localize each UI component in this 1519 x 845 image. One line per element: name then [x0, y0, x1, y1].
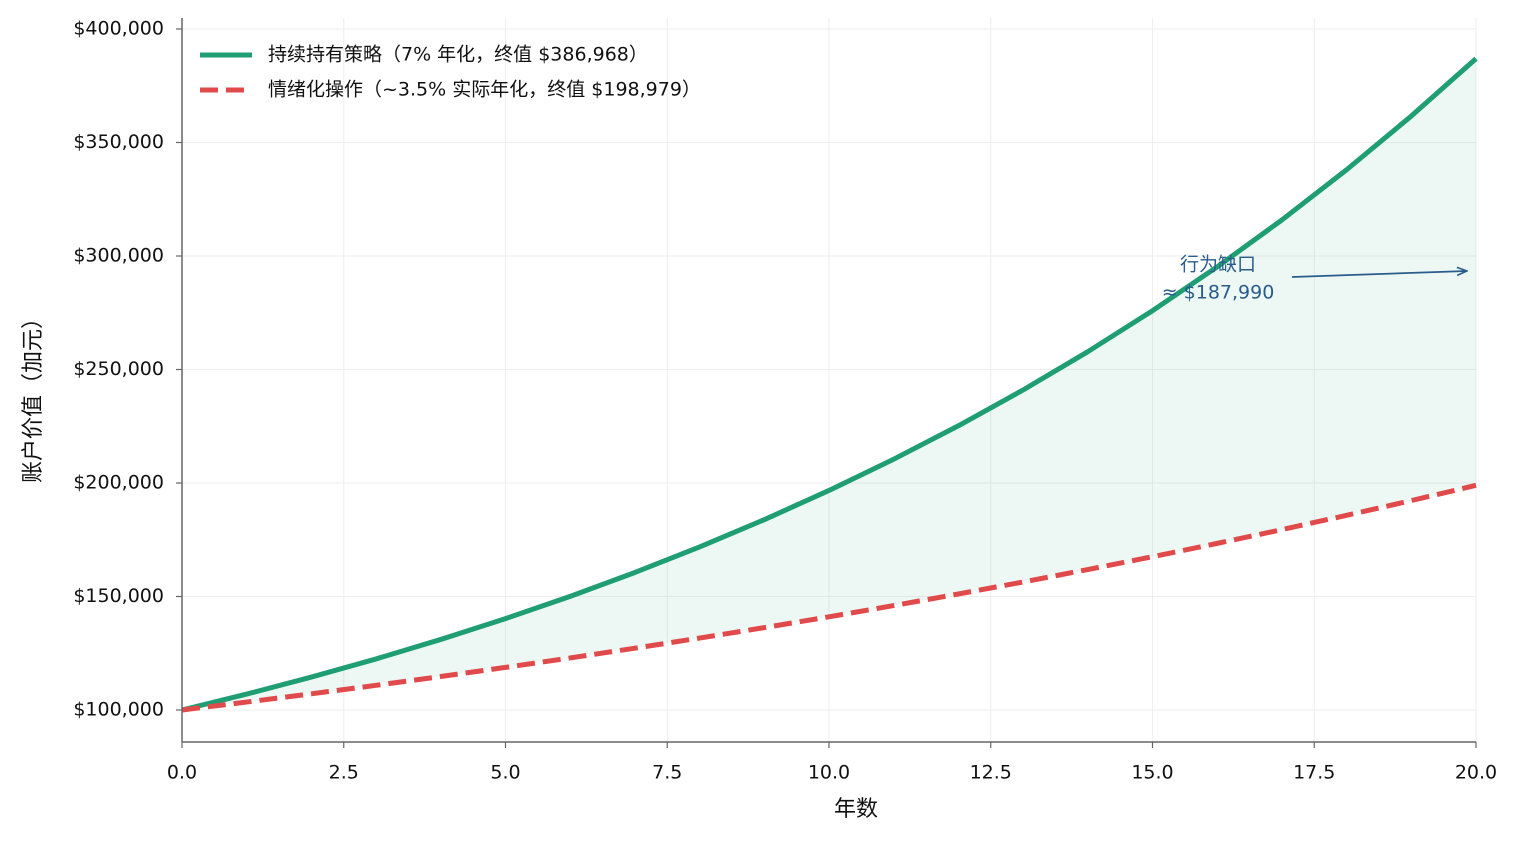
y-tick-label: $200,000 [73, 471, 164, 493]
annotation-text: ≈ $187,990 [1162, 282, 1275, 304]
x-tick-label: 0.0 [167, 762, 197, 784]
legend-label: 情绪化操作（~3.5% 实际年化，终值 $198,979） [268, 79, 701, 101]
x-tick-label: 10.0 [808, 762, 850, 784]
y-tick-label: $250,000 [73, 358, 164, 380]
annotation-text: 行为缺口 [1180, 254, 1256, 276]
x-axis-label: 年数 [834, 797, 878, 822]
y-tick-label: $150,000 [73, 585, 164, 607]
line-series [181, 56, 1478, 713]
x-tick-label: 20.0 [1455, 762, 1497, 784]
x-tick-label: 12.5 [970, 762, 1012, 784]
y-tick-label: $350,000 [73, 131, 164, 153]
x-tick-label: 5.0 [490, 762, 520, 784]
x-tick-label: 15.0 [1131, 762, 1173, 784]
y-tick-label: $400,000 [73, 18, 164, 40]
annotation-arrow [1291, 271, 1467, 278]
y-tick-label: $300,000 [73, 245, 164, 267]
y-axis-label: 账户价值（加元） [21, 307, 46, 483]
line-series [181, 482, 1477, 713]
gap-fill [182, 58, 1476, 710]
y-tick-label: $100,000 [73, 698, 164, 720]
x-tick-label: 7.5 [652, 762, 682, 784]
x-tick-label: 17.5 [1293, 762, 1335, 784]
legend-label: 持续持有策略（7% 年化，终值 $386,968） [268, 44, 648, 66]
x-tick-label: 2.5 [329, 762, 359, 784]
